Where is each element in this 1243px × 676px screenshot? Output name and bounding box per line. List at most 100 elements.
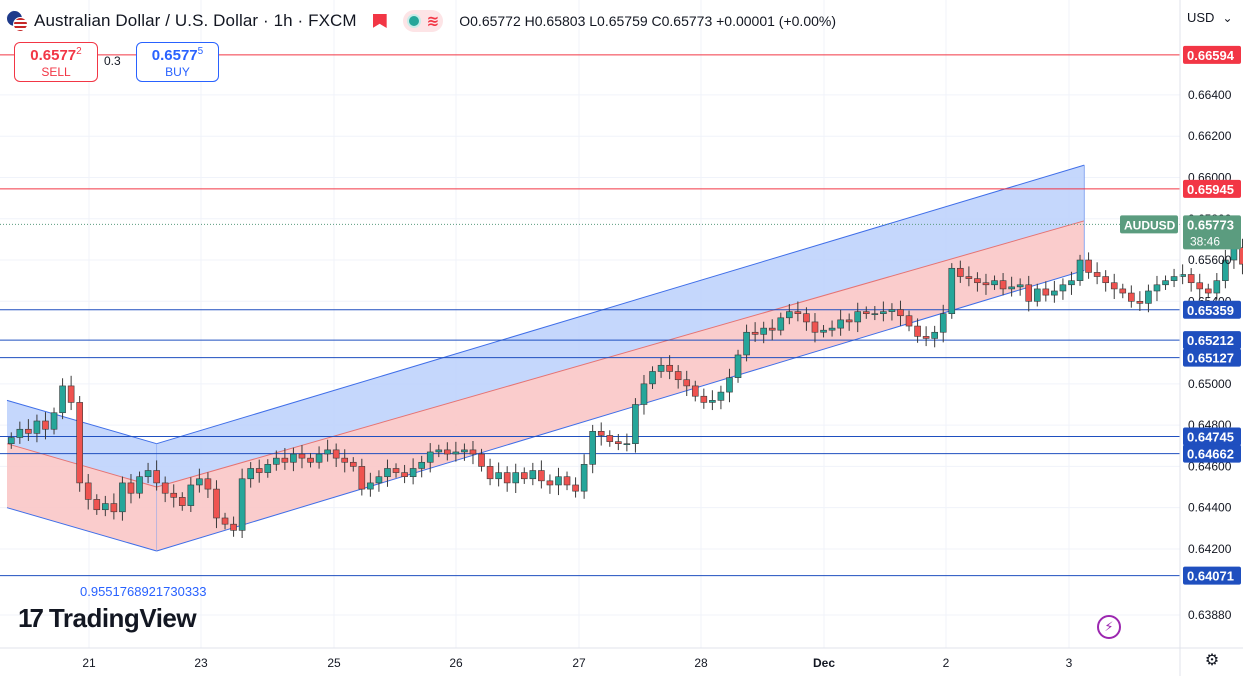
candle-body (1230, 247, 1238, 261)
candle-body (1042, 288, 1050, 296)
candle-body (1025, 284, 1033, 302)
bolt-icon[interactable]: ⚡ (1097, 615, 1121, 639)
flag-icon[interactable] (372, 14, 387, 28)
candle-body (1222, 259, 1229, 281)
candle-body (16, 428, 24, 438)
candle-body (751, 331, 759, 335)
x-tick-label: Dec (813, 656, 835, 670)
candle-body (854, 311, 862, 323)
candle-body (922, 336, 930, 339)
candle-body (632, 404, 639, 444)
candle-body (520, 472, 528, 480)
candle-body (837, 319, 844, 329)
resistance-level-label: 0.66594 (1187, 48, 1235, 63)
candle-body (170, 492, 178, 498)
candle-body (418, 461, 425, 469)
candle-body (965, 276, 973, 279)
candle-body (93, 499, 101, 511)
candle-body (392, 468, 400, 473)
candle-body (820, 329, 827, 333)
candle-body (33, 420, 41, 434)
candle-body (298, 453, 306, 459)
candle-body (760, 327, 767, 335)
x-tick-label: 23 (194, 656, 208, 670)
candle-body (1068, 280, 1075, 286)
candle-body (803, 313, 810, 323)
aud-usd-flag-icon (6, 10, 28, 32)
y-tick-label: 0.65000 (1188, 377, 1232, 391)
resistance-level-label: 0.65945 (1187, 182, 1234, 197)
candle-body (880, 311, 887, 314)
candle-body (931, 331, 938, 339)
candle-body (1119, 288, 1127, 294)
candle-body (281, 457, 289, 463)
candle-body (315, 453, 323, 463)
candle-body (657, 364, 665, 372)
candle-body (486, 466, 494, 480)
candle-body (238, 478, 246, 531)
candle-body (897, 309, 904, 317)
candle-body (726, 377, 733, 393)
candle-body (734, 354, 742, 378)
chart-header: Australian Dollar / U.S. Dollar · 1h · F… (6, 9, 836, 33)
currency-selector[interactable]: USD (1187, 10, 1233, 25)
candle-body (563, 476, 571, 486)
candle-body (786, 311, 793, 319)
x-tick-label: 2 (943, 656, 950, 670)
market-status-pill[interactable]: ≋ (402, 10, 444, 32)
candle-body (110, 503, 118, 513)
support-level-label: 0.65359 (1187, 303, 1234, 318)
candle-body (469, 449, 477, 455)
candle-body (213, 488, 220, 519)
up-channel-lower-line (156, 269, 1085, 552)
tradingview-logo[interactable]: 17 TradingView (18, 603, 197, 634)
sell-button[interactable]: 0.65772 SELL (14, 42, 98, 82)
candle-body (273, 457, 280, 465)
candle-body (495, 472, 502, 480)
candle-body (341, 457, 349, 463)
candle-body (1187, 274, 1195, 284)
candle-body (332, 449, 340, 459)
candle-body (264, 464, 272, 473)
symbol-title[interactable]: Australian Dollar / U.S. Dollar · 1h · F… (34, 11, 357, 30)
support-level-label: 0.64745 (1187, 429, 1234, 444)
candle-body (1102, 276, 1109, 284)
candle-body (204, 478, 212, 490)
candle-body (358, 466, 366, 490)
candle-body (127, 482, 135, 494)
tradingview-logo-mark: 17 (18, 603, 44, 633)
y-tick-label: 0.64400 (1188, 501, 1232, 515)
candle-body (606, 435, 614, 442)
candle-body (67, 385, 75, 403)
candle-body (777, 317, 785, 331)
buy-button[interactable]: 0.65775 BUY (136, 42, 219, 82)
candle-body (709, 400, 716, 403)
candle-body (444, 449, 451, 455)
ohlc-readout: O0.65772 H0.65803 L0.65759 C0.65773 +0.0… (459, 13, 836, 29)
up-channel-mid-line (156, 220, 1085, 488)
candle-body (700, 395, 708, 403)
candle-body (102, 503, 109, 511)
candle-body (7, 437, 15, 444)
candle-body (1153, 284, 1161, 292)
candle-body (1033, 288, 1041, 302)
spread-value: 0.3 (104, 54, 121, 68)
candle-body (1016, 284, 1024, 288)
candle-body (905, 315, 913, 327)
support-level-label: 0.65212 (1187, 333, 1234, 348)
candle-body (187, 484, 195, 506)
y-tick-label: 0.63880 (1188, 608, 1232, 622)
candle-body (1128, 292, 1135, 302)
y-tick-label: 0.64600 (1188, 459, 1232, 473)
candle-body (76, 402, 83, 484)
candle-body (255, 468, 263, 473)
resistance-level-tag (1183, 45, 1241, 64)
candle-body (991, 280, 998, 286)
candle-body (1051, 290, 1058, 296)
last-price-tag (1183, 215, 1241, 250)
candle-body (1239, 247, 1243, 265)
gear-icon[interactable]: ⚙ (1204, 652, 1220, 669)
candle-body (59, 385, 66, 414)
candle-body (546, 480, 554, 486)
